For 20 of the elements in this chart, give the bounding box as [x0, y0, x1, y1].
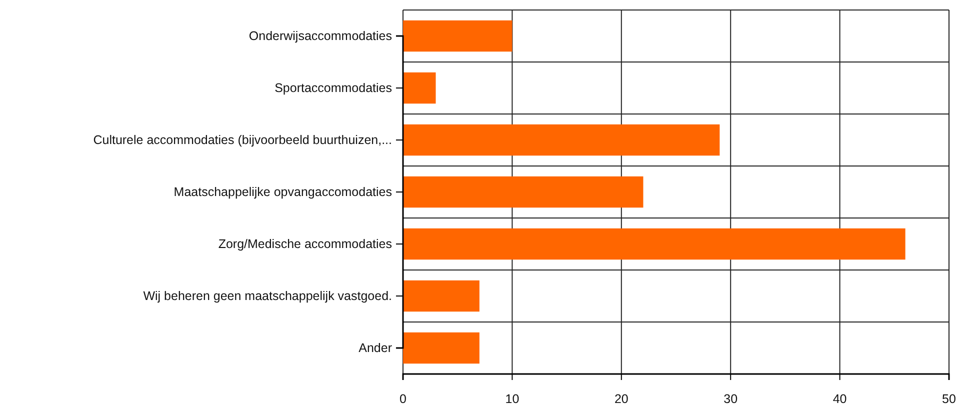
bar	[403, 72, 436, 104]
x-tick-label: 40	[832, 392, 847, 406]
x-tick-label: 20	[614, 392, 628, 406]
bar	[403, 176, 644, 208]
bar	[403, 228, 906, 260]
bar	[403, 280, 480, 312]
y-tick-label: Culturele accommodaties (bijvoorbeeld buurthuizen,...	[93, 133, 392, 147]
x-tick-label: 30	[724, 392, 738, 406]
bar	[403, 124, 720, 156]
y-tick-label: Wij beheren geen maatschappelijk vastgoed.	[143, 289, 392, 303]
x-tick-label: 50	[942, 392, 956, 406]
y-tick-label: Maatschappelijke opvangaccomodaties	[174, 185, 392, 199]
y-tick-label: Zorg/Medische accommodaties	[218, 237, 392, 251]
bar	[403, 20, 512, 52]
x-tick-label: 10	[505, 392, 520, 406]
y-tick-label: Ander	[358, 341, 392, 355]
x-tick-label: 0	[400, 392, 407, 406]
y-tick-label: Sportaccommodaties	[274, 81, 392, 95]
y-tick-label: Onderwijsaccommodaties	[248, 29, 392, 43]
bar	[403, 332, 480, 364]
